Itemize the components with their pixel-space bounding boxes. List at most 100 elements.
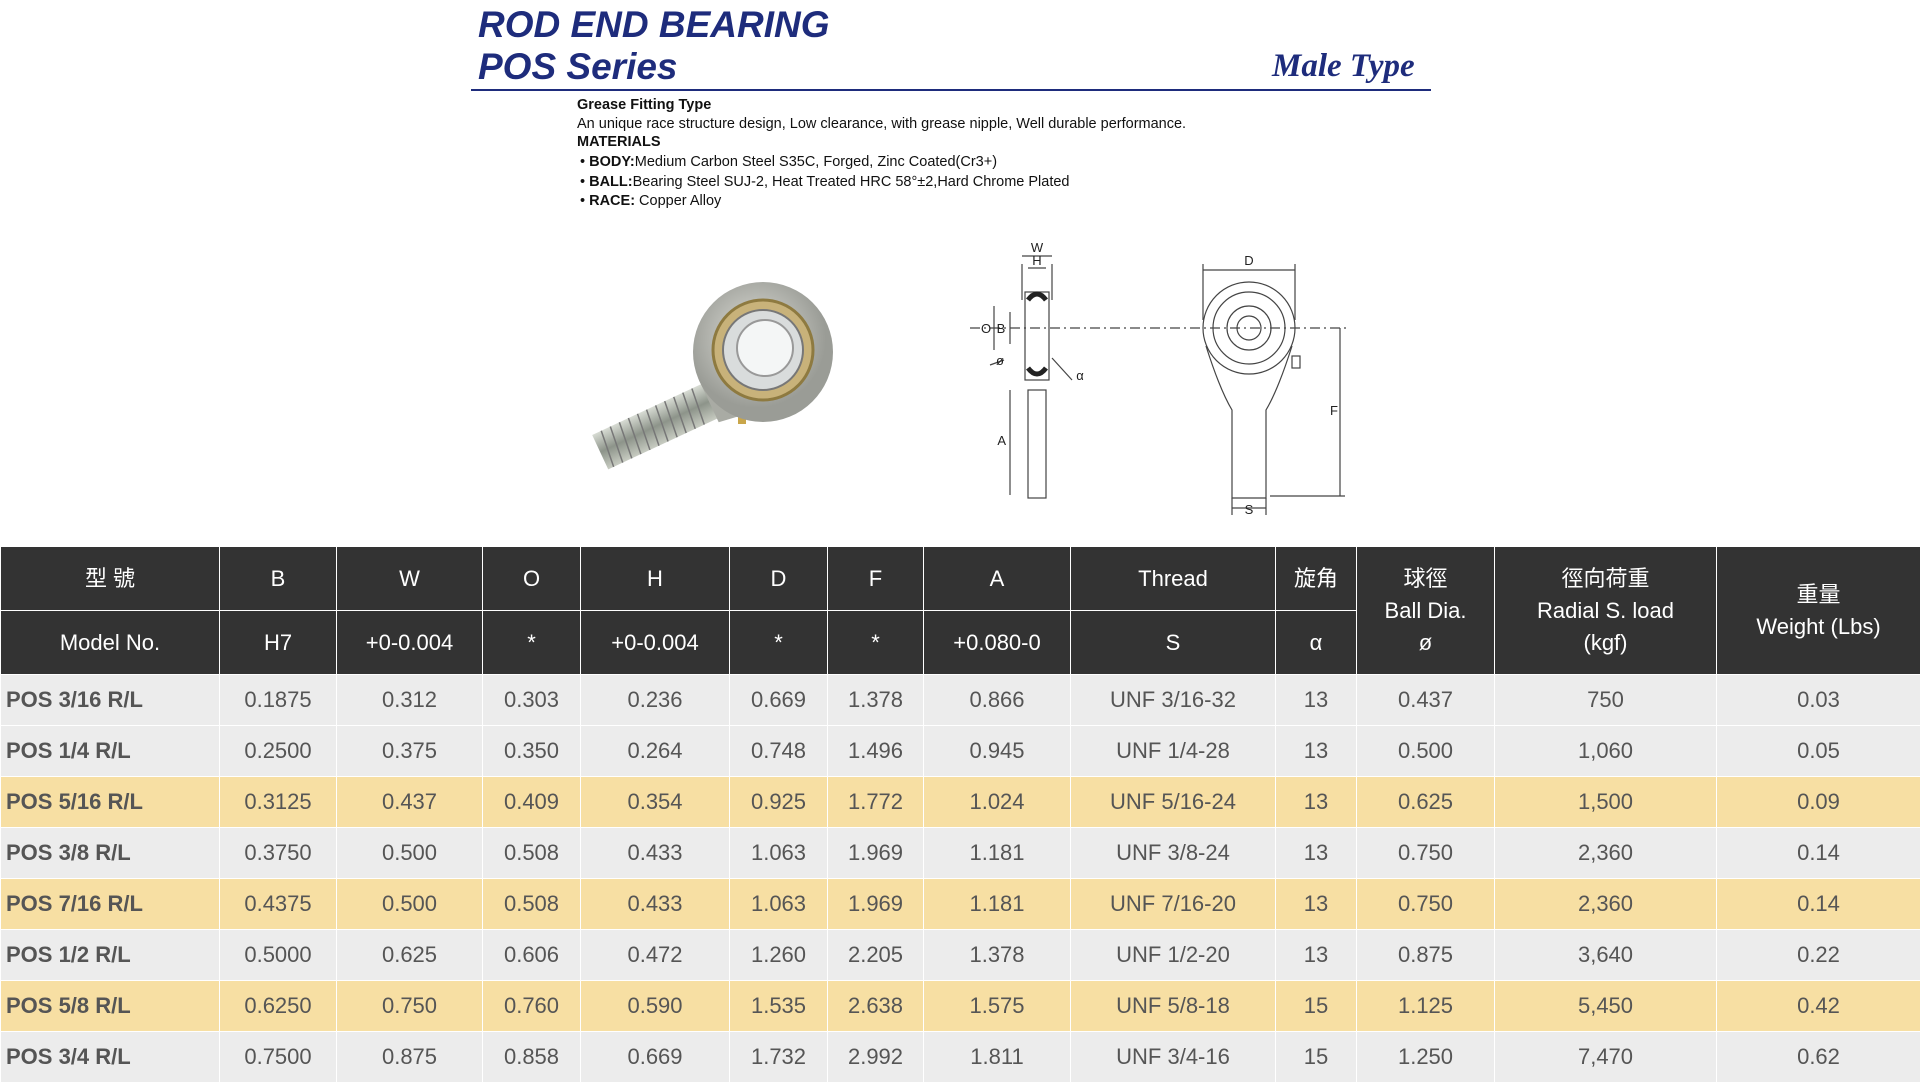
table-cell: 0.875 [337, 1032, 483, 1083]
table-cell: 1,500 [1495, 777, 1717, 828]
table-cell: UNF 3/8-24 [1071, 828, 1276, 879]
header-cell: H7 [220, 611, 337, 675]
table-cell: 0.437 [1357, 675, 1495, 726]
table-cell: POS 3/8 R/L [1, 828, 220, 879]
header-text: W [337, 563, 482, 595]
table-cell: 0.09 [1717, 777, 1920, 828]
table-cell: 0.1875 [220, 675, 337, 726]
header-text: 球徑 [1357, 563, 1494, 595]
table-cell: UNF 3/4-16 [1071, 1032, 1276, 1083]
header-cell: 型 號 [1, 547, 220, 611]
table-cell: 3,640 [1495, 930, 1717, 981]
table-cell: UNF 3/16-32 [1071, 675, 1276, 726]
table-cell: 0.354 [581, 777, 730, 828]
header-cell: +0-0.004 [337, 611, 483, 675]
table-cell: 0.606 [483, 930, 581, 981]
header-text: F [828, 563, 923, 595]
table-cell: 0.750 [1357, 828, 1495, 879]
table-cell: 0.3750 [220, 828, 337, 879]
header-text: H7 [264, 630, 292, 655]
header-cell: D [730, 547, 828, 611]
table-cell: 2.638 [828, 981, 924, 1032]
table-cell: 0.14 [1717, 879, 1920, 930]
header-text: 重量 [1717, 579, 1920, 611]
header-text: Radial S. load [1495, 595, 1716, 627]
table-cell: 0.858 [483, 1032, 581, 1083]
table-cell: 0.7500 [220, 1032, 337, 1083]
table-cell: 0.625 [337, 930, 483, 981]
header-text: Ball Dia. [1357, 595, 1494, 627]
table-cell: UNF 7/16-20 [1071, 879, 1276, 930]
header-text: +0-0.004 [366, 630, 453, 655]
table-cell: 7,470 [1495, 1032, 1717, 1083]
header-text: * [774, 630, 783, 655]
rule [471, 89, 1431, 91]
table-cell: 0.500 [337, 879, 483, 930]
table-cell: 0.03 [1717, 675, 1920, 726]
header-cell: * [730, 611, 828, 675]
table-cell: 0.945 [924, 726, 1071, 777]
table-cell: 0.42 [1717, 981, 1920, 1032]
header-cell: O [483, 547, 581, 611]
dimension-drawing: W H O B ø α D F A S [970, 240, 1350, 520]
table-cell: POS 3/16 R/L [1, 675, 220, 726]
table-cell: 1.772 [828, 777, 924, 828]
table-cell: 1.496 [828, 726, 924, 777]
table-cell: 13 [1276, 930, 1357, 981]
header-text: H [581, 563, 729, 595]
header-text: 旋角 [1276, 563, 1356, 595]
table-cell: 0.669 [581, 1032, 730, 1083]
table-cell: 13 [1276, 828, 1357, 879]
table-cell: 2,360 [1495, 879, 1717, 930]
material-item: • RACE: Copper Alloy [580, 193, 721, 209]
table-cell: 0.05 [1717, 726, 1920, 777]
table-cell: 0.6250 [220, 981, 337, 1032]
table-cell: 15 [1276, 981, 1357, 1032]
table-cell: 0.925 [730, 777, 828, 828]
table-cell: 0.500 [337, 828, 483, 879]
header-text: +0-0.004 [611, 630, 698, 655]
dim-label: ø [996, 353, 1004, 368]
header-text: α [1310, 630, 1323, 655]
desc-text: An unique race structure design, Low cle… [577, 116, 1186, 132]
table-cell: 1.063 [730, 879, 828, 930]
table-cell: 0.409 [483, 777, 581, 828]
header-cell: α [1276, 611, 1357, 675]
table-cell: 13 [1276, 879, 1357, 930]
table-cell: 1.969 [828, 879, 924, 930]
table-cell: 0.375 [337, 726, 483, 777]
desc-heading: Grease Fitting Type [577, 97, 711, 113]
header-text: O [483, 563, 580, 595]
material-text: Bearing Steel SUJ-2, Heat Treated HRC 58… [633, 174, 1070, 190]
table-cell: 0.875 [1357, 930, 1495, 981]
table-cell: 0.500 [1357, 726, 1495, 777]
header-cell: H [581, 547, 730, 611]
table-cell: 1.181 [924, 879, 1071, 930]
header-text: Thread [1071, 563, 1275, 595]
table-cell: 2,360 [1495, 828, 1717, 879]
table-cell: 13 [1276, 777, 1357, 828]
header-cell: +0.080-0 [924, 611, 1071, 675]
header-cell: S [1071, 611, 1276, 675]
materials-heading: MATERIALS [577, 134, 661, 150]
material-label: RACE: [589, 193, 635, 209]
dim-label: S [1245, 502, 1254, 517]
header-text: * [871, 630, 880, 655]
table-cell: 1.181 [924, 828, 1071, 879]
table-cell: 0.433 [581, 828, 730, 879]
header-text: 徑向荷重 [1495, 563, 1716, 595]
dim-label: α [1076, 368, 1084, 383]
header-text: * [527, 630, 536, 655]
header-cell: B [220, 547, 337, 611]
header-cell: W [337, 547, 483, 611]
material-item: • BALL:Bearing Steel SUJ-2, Heat Treated… [580, 174, 1070, 190]
header-text: (kgf) [1495, 627, 1716, 659]
table-cell: 0.866 [924, 675, 1071, 726]
